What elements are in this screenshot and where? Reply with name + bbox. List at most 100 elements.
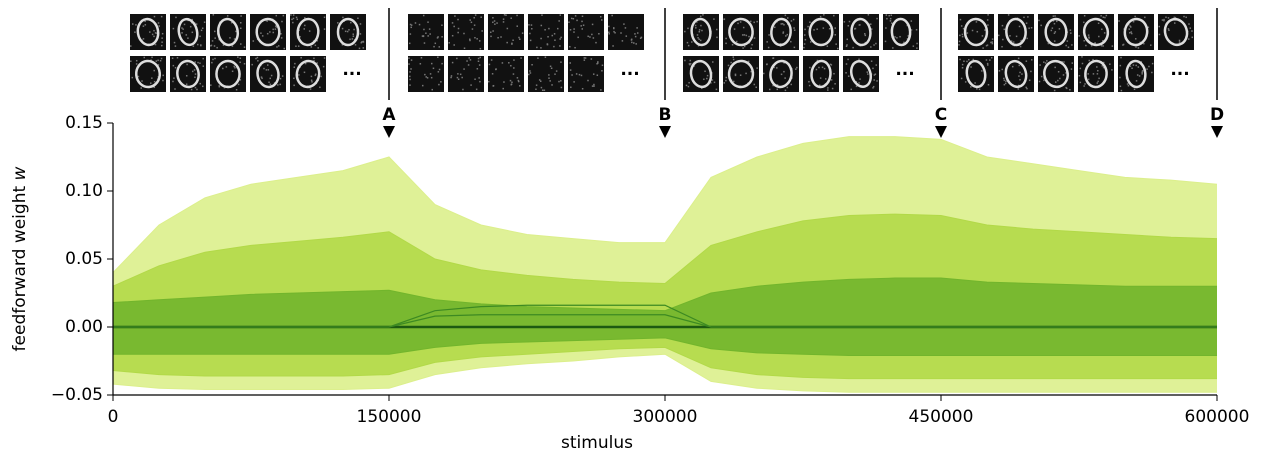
noise — [982, 35, 984, 37]
noise — [311, 46, 313, 48]
noise — [536, 84, 538, 86]
noise — [531, 64, 533, 66]
noise — [1001, 69, 1003, 71]
noise — [854, 28, 856, 30]
noise — [305, 63, 307, 65]
noise — [810, 41, 812, 43]
noise — [1111, 69, 1113, 71]
x-tick-label: 150000 — [357, 407, 422, 427]
noise — [315, 45, 317, 47]
noise — [452, 22, 454, 24]
noise — [790, 84, 792, 86]
noise — [1083, 40, 1085, 42]
noise — [304, 72, 306, 74]
noise — [427, 77, 429, 79]
noise — [311, 81, 313, 83]
noise — [480, 16, 482, 18]
noise — [257, 60, 259, 62]
noise — [1054, 90, 1056, 92]
marker-label: D — [1210, 105, 1224, 125]
noise — [1138, 47, 1140, 49]
noise — [153, 36, 155, 38]
noise — [491, 59, 493, 61]
noise — [754, 37, 756, 39]
noise — [593, 85, 595, 87]
noise — [1003, 78, 1005, 80]
noise — [818, 67, 820, 69]
noise — [470, 59, 472, 61]
noise — [1098, 23, 1100, 25]
noise — [427, 35, 429, 37]
noise — [831, 79, 833, 81]
noise — [1051, 30, 1053, 32]
noise — [837, 48, 839, 50]
noise — [303, 28, 305, 30]
noise — [1063, 61, 1065, 63]
noise — [847, 59, 849, 61]
noise — [518, 37, 520, 39]
noise — [697, 34, 699, 36]
noise — [577, 37, 579, 39]
noise — [542, 90, 544, 92]
noise — [1031, 59, 1033, 61]
marker-label: B — [659, 105, 672, 125]
noise — [489, 64, 491, 66]
x-tick-label: 450000 — [909, 407, 974, 427]
noise — [429, 33, 431, 35]
noise — [612, 45, 614, 47]
noise — [804, 29, 806, 31]
noise — [516, 15, 518, 16]
noise — [236, 89, 238, 91]
noise — [1059, 28, 1061, 30]
noise — [174, 42, 176, 44]
noise — [460, 74, 462, 76]
noise — [1152, 63, 1154, 65]
noise — [1012, 66, 1014, 68]
noise — [529, 70, 531, 72]
noise — [353, 36, 355, 38]
noise — [867, 71, 869, 73]
noise — [558, 20, 560, 22]
noise — [197, 62, 199, 64]
noise — [1106, 15, 1108, 17]
noise — [551, 84, 553, 86]
noise — [1079, 75, 1081, 77]
noise — [746, 35, 748, 37]
noise — [1019, 26, 1021, 28]
noise — [870, 46, 872, 48]
noise — [595, 42, 597, 44]
noise — [1135, 65, 1137, 67]
noise — [531, 24, 533, 26]
noise — [438, 84, 440, 86]
noise — [441, 36, 443, 38]
noise — [695, 27, 697, 29]
noise — [1096, 82, 1098, 84]
noise — [1053, 15, 1055, 17]
noise — [173, 28, 175, 30]
noise — [776, 67, 778, 69]
noise — [699, 29, 701, 31]
noise — [570, 29, 572, 31]
noise — [408, 57, 410, 59]
noise — [528, 74, 530, 76]
noise — [1054, 40, 1056, 42]
noise — [149, 31, 151, 33]
noise — [634, 33, 636, 35]
noise — [556, 70, 558, 72]
marker-arrow — [1211, 126, 1223, 138]
noise — [431, 63, 433, 65]
noise — [781, 74, 783, 76]
marker-label: A — [382, 105, 396, 125]
noise — [130, 60, 132, 62]
noise — [162, 80, 164, 82]
noise — [468, 64, 470, 66]
noise — [820, 16, 822, 18]
noise — [962, 34, 964, 36]
noise — [809, 85, 811, 87]
noise — [687, 42, 689, 44]
noise — [320, 76, 322, 78]
noise — [130, 45, 132, 47]
noise — [161, 45, 163, 47]
noise — [568, 21, 570, 23]
noise — [540, 38, 542, 40]
